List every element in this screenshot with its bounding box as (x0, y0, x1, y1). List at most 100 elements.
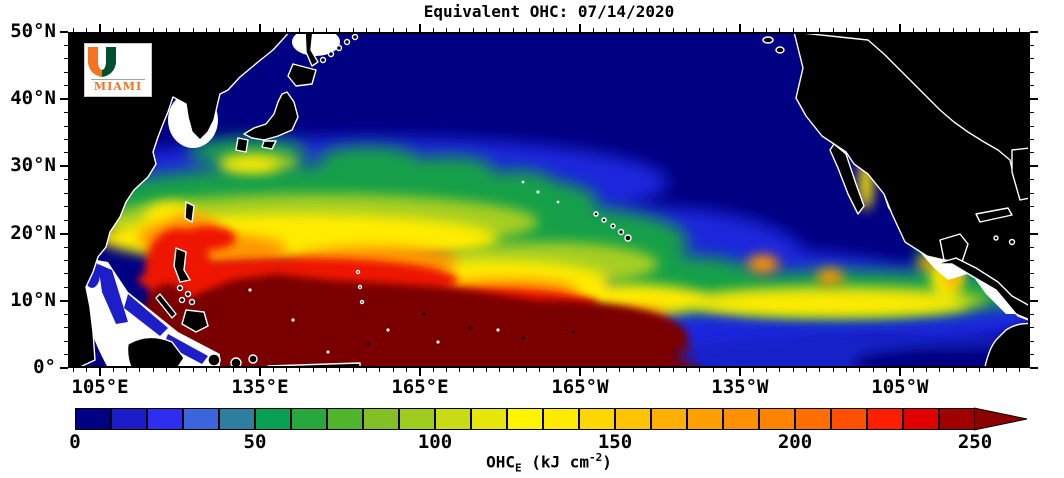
land-south-america (984, 322, 1028, 366)
tick (232, 368, 234, 372)
tick (619, 368, 621, 372)
land-mindanao (181, 309, 209, 333)
colorbar-segment (867, 408, 903, 430)
tick (699, 28, 701, 32)
tick (632, 28, 634, 32)
tick (112, 368, 114, 372)
colorbar-segment (111, 408, 147, 430)
tick (64, 192, 68, 194)
tick (1030, 327, 1034, 329)
tick (60, 165, 68, 168)
tick (898, 24, 901, 32)
y-tick-label: 50°N (10, 20, 56, 42)
tick (939, 368, 941, 372)
land-baja-california (829, 143, 865, 215)
colorbar-tick-label: 200 (777, 431, 813, 453)
colorbar-arrow-icon (974, 407, 1028, 431)
x-tick-label: 105°E (71, 376, 129, 398)
tick (1019, 28, 1021, 32)
tick (539, 28, 541, 32)
tick (499, 368, 501, 372)
tick (926, 368, 928, 372)
tick (98, 24, 101, 32)
tick (578, 24, 581, 32)
tick (246, 28, 248, 32)
tick (472, 368, 474, 372)
tick (606, 28, 608, 32)
tick (1030, 152, 1034, 154)
land-jamaica (993, 235, 999, 241)
colorbar-segment (507, 408, 543, 430)
tick (726, 28, 728, 32)
tick (72, 368, 74, 372)
tick (179, 368, 181, 372)
colorbar-segment (399, 408, 435, 430)
tick (1030, 273, 1034, 275)
tick (966, 28, 968, 32)
tick (86, 28, 88, 32)
tick (64, 44, 68, 46)
tick (312, 368, 314, 372)
land-honshu (243, 91, 299, 141)
tick (1030, 179, 1034, 181)
tick (312, 28, 314, 32)
colorbar-segment (219, 408, 255, 430)
tick (406, 28, 408, 32)
miami-logo: MIAMI (84, 43, 152, 97)
tick (166, 28, 168, 32)
tick (819, 28, 821, 32)
colorbar-segment (183, 408, 219, 430)
x-tick-label: 105°W (871, 376, 929, 398)
x-tick-label: 165°W (551, 376, 609, 398)
colorbar-tick-label: 100 (417, 431, 453, 453)
tick (792, 28, 794, 32)
colorbar-tick-label: 0 (69, 431, 81, 453)
tick (1030, 354, 1034, 356)
tick (1030, 286, 1034, 288)
tick (446, 368, 448, 372)
tick (179, 28, 181, 32)
tick (64, 152, 68, 154)
x-tick-label: 165°E (391, 376, 449, 398)
land-marianas (355, 269, 365, 305)
colorbar-segment (255, 408, 291, 430)
x-tick-label: 135°E (231, 376, 289, 398)
tick (806, 28, 808, 32)
land-cuba (975, 207, 1013, 223)
tick (832, 368, 834, 372)
tick (459, 28, 461, 32)
land-layer (70, 34, 1028, 366)
colorbar-segment (75, 408, 111, 430)
tick (832, 28, 834, 32)
map-canvas (70, 34, 1028, 366)
tick (1006, 28, 1008, 32)
tick (366, 368, 368, 372)
tick (779, 368, 781, 372)
tick (526, 368, 528, 372)
tick (766, 368, 768, 372)
tick (152, 28, 154, 32)
tick (1030, 165, 1038, 168)
tick (766, 28, 768, 32)
tick (898, 368, 901, 376)
tick (979, 368, 981, 372)
logo-divider (91, 79, 145, 80)
y-tick-label: 10°N (10, 288, 56, 311)
land-moluccas (248, 354, 258, 364)
tick (379, 368, 381, 372)
tick (232, 28, 234, 32)
land-hispaniola (1008, 238, 1016, 246)
tick (64, 206, 68, 208)
tick (339, 28, 341, 32)
tick (486, 368, 488, 372)
tick (926, 28, 928, 32)
land-shikoku (261, 140, 277, 150)
tick (192, 368, 194, 372)
land-halmahera (230, 357, 242, 366)
tick (126, 368, 128, 372)
tick (299, 368, 301, 372)
tick (60, 299, 68, 302)
tick (64, 354, 68, 356)
speckles (248, 180, 575, 354)
x-tick-label: 135°W (711, 376, 769, 398)
